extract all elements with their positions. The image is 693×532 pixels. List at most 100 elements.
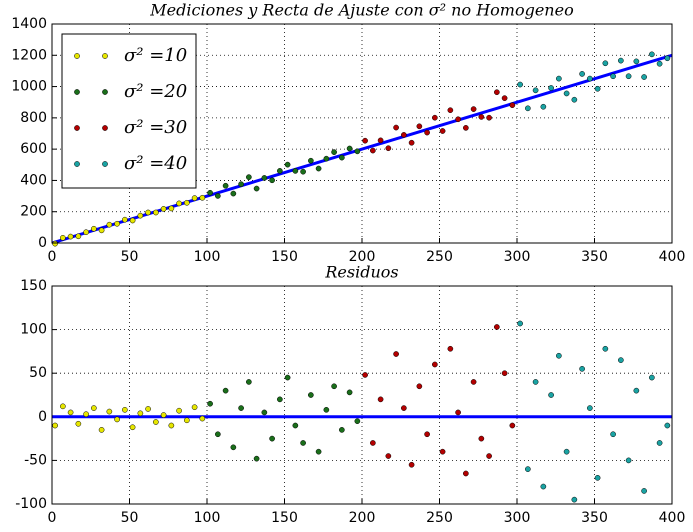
- data-point: [587, 75, 593, 82]
- data-point: [67, 233, 74, 240]
- data-point: [284, 161, 291, 168]
- data-point: [122, 216, 128, 223]
- legend-marker: [102, 161, 108, 167]
- data-point: [525, 466, 531, 472]
- data-point: [176, 200, 182, 207]
- data-point: [548, 85, 554, 91]
- data-point: [191, 195, 198, 201]
- data-point: [408, 139, 415, 146]
- data-point: [362, 137, 368, 144]
- data-point: [633, 387, 640, 394]
- data-point: [463, 470, 469, 477]
- data-point: [664, 422, 671, 429]
- data-point: [215, 193, 221, 199]
- data-point: [594, 474, 601, 481]
- x-tick-label: 200: [349, 249, 376, 265]
- data-point: [137, 410, 144, 417]
- data-point: [91, 405, 97, 411]
- data-point: [556, 352, 562, 359]
- y-tick-label: 100: [20, 322, 47, 338]
- data-point: [610, 73, 616, 80]
- data-point: [277, 168, 283, 174]
- legend-box: [61, 33, 197, 189]
- legend-marker: [74, 53, 80, 59]
- x-tick-label: 150: [271, 249, 298, 265]
- data-point: [517, 81, 523, 88]
- data-point: [75, 420, 82, 427]
- data-point: [664, 55, 671, 62]
- x-tick-label: 50: [121, 249, 139, 265]
- data-point: [532, 87, 539, 94]
- data-point: [579, 71, 585, 77]
- data-point: [486, 453, 492, 459]
- data-point: [222, 182, 229, 189]
- data-point: [160, 412, 167, 418]
- data-point: [509, 422, 516, 429]
- data-point: [548, 392, 554, 398]
- data-point: [60, 234, 66, 241]
- data-point: [649, 51, 655, 58]
- y-tick-label: 1000: [11, 79, 47, 95]
- y-tick-label: 400: [20, 172, 47, 188]
- data-point: [323, 406, 330, 413]
- data-point: [160, 206, 167, 212]
- x-tick-label: 300: [504, 510, 531, 526]
- data-point: [60, 403, 66, 410]
- plot-frame: [51, 23, 673, 244]
- data-point: [385, 145, 392, 152]
- x-tick-label: 150: [271, 510, 298, 526]
- legend-label: σ² =30: [124, 117, 187, 138]
- data-point: [75, 233, 82, 240]
- data-point: [153, 209, 159, 216]
- data-point: [517, 320, 523, 327]
- legend-label: σ² =10: [124, 45, 187, 66]
- data-point: [540, 483, 547, 490]
- data-point: [641, 74, 647, 80]
- data-point: [207, 189, 213, 196]
- data-point: [649, 374, 655, 381]
- data-point: [362, 372, 368, 378]
- data-point: [354, 418, 361, 425]
- y-tick-label: 50: [29, 365, 47, 381]
- data-point: [184, 417, 190, 424]
- legend-marker: [102, 53, 108, 59]
- data-point: [501, 95, 508, 101]
- data-point: [98, 227, 105, 234]
- data-point: [207, 400, 213, 407]
- data-point: [122, 406, 128, 413]
- data-point: [556, 75, 562, 82]
- data-point: [354, 148, 361, 155]
- data-point: [230, 444, 237, 451]
- data-point: [579, 365, 585, 372]
- data-point: [532, 379, 539, 385]
- data-point: [424, 129, 430, 136]
- x-tick-label: 200: [349, 510, 376, 526]
- data-point: [145, 406, 151, 412]
- data-point: [439, 448, 446, 455]
- data-point: [540, 103, 547, 110]
- data-point: [509, 102, 516, 109]
- data-point: [401, 405, 407, 411]
- y-tick-label: -50: [24, 452, 47, 468]
- data-point: [432, 361, 438, 368]
- data-point: [424, 431, 430, 438]
- data-point: [191, 404, 198, 411]
- data-point: [246, 174, 252, 180]
- x-tick-label: 250: [426, 510, 453, 526]
- data-point: [184, 199, 190, 206]
- y-tick-label: 0: [38, 235, 47, 251]
- data-point: [478, 114, 485, 120]
- data-point: [230, 190, 237, 197]
- data-point: [571, 96, 578, 103]
- data-point: [261, 409, 268, 416]
- x-tick-label: 300: [504, 249, 531, 265]
- legend-label: σ² =40: [124, 153, 187, 174]
- data-point: [377, 137, 384, 144]
- data-point: [393, 351, 399, 357]
- data-point: [253, 185, 260, 192]
- data-point: [331, 383, 337, 390]
- data-point: [83, 411, 89, 418]
- x-tick-label: 100: [194, 249, 221, 265]
- data-point: [602, 60, 609, 67]
